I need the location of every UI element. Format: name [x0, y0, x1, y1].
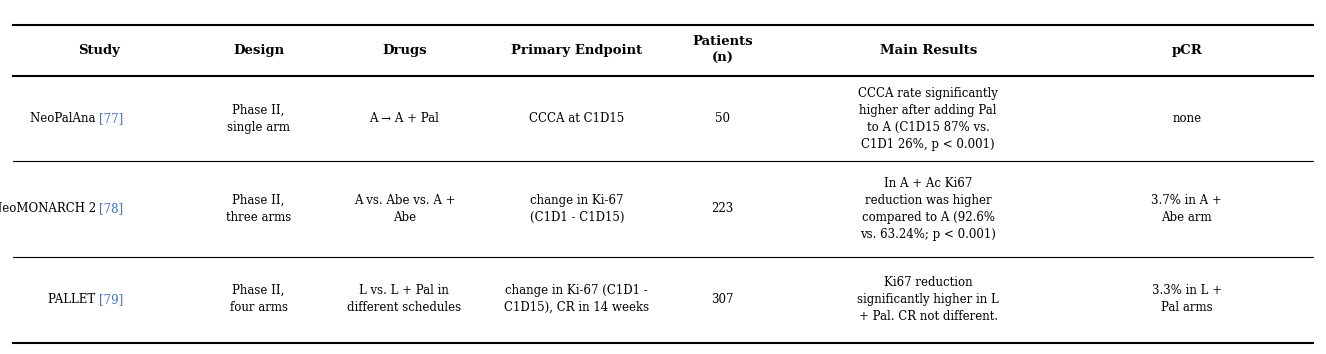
- Text: A vs. Abe vs. A +
Abe: A vs. Abe vs. A + Abe: [354, 194, 455, 224]
- Text: 50: 50: [715, 112, 731, 125]
- Text: Phase II,
three arms: Phase II, three arms: [225, 194, 292, 224]
- Text: Phase II,
single arm: Phase II, single arm: [227, 104, 290, 133]
- Text: 307: 307: [712, 293, 733, 306]
- Text: CCCA rate significantly
higher after adding Pal
to A (C1D15 87% vs.
C1D1 26%, p : CCCA rate significantly higher after add…: [858, 87, 998, 150]
- Text: Drugs: Drugs: [382, 44, 427, 57]
- Text: change in Ki-67
(C1D1 - C1D15): change in Ki-67 (C1D1 - C1D15): [529, 194, 625, 224]
- Text: Phase II,
four arms: Phase II, four arms: [229, 284, 288, 314]
- Text: [79]: [79]: [99, 293, 123, 306]
- Text: 3.3% in L +
Pal arms: 3.3% in L + Pal arms: [1152, 284, 1221, 314]
- Text: Study: Study: [78, 44, 121, 57]
- Text: NeoMONARCH 2: NeoMONARCH 2: [0, 202, 99, 215]
- Text: change in Ki-67 (C1D1 -
C1D15), CR in 14 weeks: change in Ki-67 (C1D1 - C1D15), CR in 14…: [504, 284, 650, 314]
- Text: Design: Design: [233, 44, 284, 57]
- Text: NeoPalAna: NeoPalAna: [30, 112, 99, 125]
- Text: Primary Endpoint: Primary Endpoint: [512, 44, 642, 57]
- Text: Main Results: Main Results: [879, 44, 977, 57]
- Text: none: none: [1172, 112, 1201, 125]
- Text: L vs. L + Pal in
different schedules: L vs. L + Pal in different schedules: [347, 284, 461, 314]
- Text: A → A + Pal: A → A + Pal: [370, 112, 439, 125]
- Text: Patients
(n): Patients (n): [692, 35, 753, 65]
- Text: In A + Ac Ki67
reduction was higher
compared to A (92.6%
vs. 63.24%; p < 0.001): In A + Ac Ki67 reduction was higher comp…: [861, 177, 996, 241]
- Text: [78]: [78]: [99, 202, 123, 215]
- Text: [77]: [77]: [99, 112, 123, 125]
- Text: PALLET: PALLET: [49, 293, 99, 306]
- Text: 223: 223: [712, 202, 733, 215]
- Text: Ki67 reduction
significantly higher in L
+ Pal. CR not different.: Ki67 reduction significantly higher in L…: [858, 276, 998, 322]
- Text: pCR: pCR: [1171, 44, 1203, 57]
- Text: 3.7% in A +
Abe arm: 3.7% in A + Abe arm: [1151, 194, 1223, 224]
- Text: CCCA at C1D15: CCCA at C1D15: [529, 112, 625, 125]
